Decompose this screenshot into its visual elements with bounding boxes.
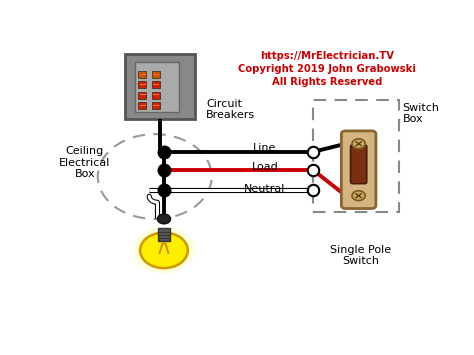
Text: Single Pole
Switch: Single Pole Switch	[330, 245, 391, 267]
Bar	[138, 102, 146, 109]
Bar	[313, 100, 399, 212]
Text: Line: Line	[253, 143, 277, 153]
Bar	[158, 229, 170, 241]
Text: Switch
Box: Switch Box	[403, 103, 440, 124]
Bar	[138, 81, 146, 88]
Point	[160, 149, 168, 155]
Text: Load: Load	[252, 162, 278, 172]
Circle shape	[133, 227, 195, 273]
Text: Neutral: Neutral	[244, 184, 286, 194]
Point	[309, 187, 317, 193]
Bar	[125, 54, 195, 119]
Point	[160, 167, 168, 173]
Point	[309, 149, 317, 155]
Text: Ceiling
Electrical
Box: Ceiling Electrical Box	[59, 146, 110, 180]
Circle shape	[157, 214, 171, 224]
Circle shape	[352, 139, 365, 149]
Point	[309, 167, 317, 173]
Text: Circuit
Breakers: Circuit Breakers	[206, 99, 255, 120]
Text: https://MrElectrician.TV
Copyright 2019 John Grabowski
All Rights Reserved: https://MrElectrician.TV Copyright 2019 …	[238, 51, 416, 87]
Bar	[152, 92, 160, 99]
Bar	[135, 62, 179, 112]
FancyBboxPatch shape	[341, 131, 376, 208]
FancyBboxPatch shape	[351, 145, 367, 184]
Bar	[152, 81, 160, 88]
Bar	[152, 102, 160, 109]
Bar	[138, 71, 146, 78]
Point	[160, 187, 168, 193]
Bar	[138, 92, 146, 99]
Circle shape	[352, 191, 365, 201]
Circle shape	[140, 233, 188, 268]
Bar	[152, 71, 160, 78]
